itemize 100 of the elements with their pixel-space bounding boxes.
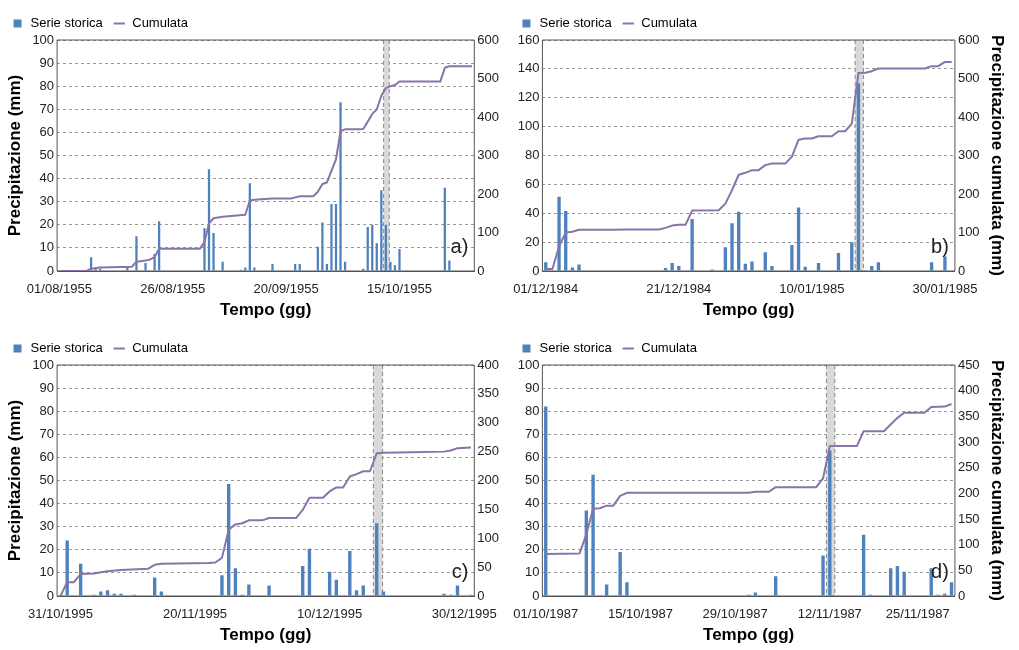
y-tick-label: 10	[524, 564, 540, 580]
legend-label: Serie storica	[30, 340, 104, 356]
bar	[870, 265, 874, 271]
y2-tick-label: 400	[957, 108, 980, 124]
y2-tick-label: 50	[477, 558, 492, 574]
x-tick-label: 30/12/1995	[431, 606, 497, 622]
bar	[99, 591, 103, 596]
bar	[557, 196, 561, 271]
x-tick-label: 15/10/1987	[607, 606, 673, 622]
annotation: d)	[931, 559, 949, 582]
bar	[943, 256, 947, 271]
y-tick-label: 80	[39, 402, 55, 418]
bar	[348, 550, 352, 596]
x-tick-label: 01/12/1984	[513, 281, 579, 297]
bar	[220, 575, 224, 596]
x-axis-title: Tempo (gg)	[220, 625, 312, 645]
bar	[105, 590, 110, 596]
x-tick-label: 30/01/1985	[912, 281, 978, 297]
bar	[816, 263, 821, 271]
bar	[267, 585, 271, 596]
y-tick-label: 40	[524, 495, 540, 511]
bar	[723, 247, 728, 271]
bar	[803, 266, 807, 271]
y-tick-label: 40	[524, 204, 540, 220]
y-tick-label: 80	[39, 77, 55, 93]
x-tick-label: 26/08/1955	[140, 281, 206, 297]
y-tick-label: 60	[524, 448, 540, 464]
bar	[144, 262, 147, 271]
y2-tick-label: 200	[957, 185, 980, 201]
y-tick-label: 100	[517, 356, 540, 372]
y2-axis-title: Precipitazione cumulata (mm)	[988, 360, 1008, 601]
y-tick-label: 0	[532, 587, 540, 603]
bar	[888, 568, 893, 596]
y-tick-label: 40	[39, 495, 55, 511]
y2-tick-label: 200	[957, 484, 980, 500]
y-tick-label: 30	[39, 193, 55, 209]
bar	[850, 242, 854, 271]
bar	[836, 252, 841, 271]
bar	[663, 268, 668, 271]
y-tick-label: 90	[39, 54, 55, 70]
x-tick-label: 10/01/1985	[779, 281, 845, 297]
bar	[381, 591, 386, 596]
y2-tick-label: 400	[477, 356, 500, 372]
y-tick-label: 0	[532, 262, 540, 278]
bar	[774, 576, 778, 596]
y-tick-label: 100	[32, 356, 55, 372]
bar	[375, 523, 379, 596]
bar	[677, 265, 681, 271]
bar	[730, 223, 734, 271]
bar	[743, 263, 748, 271]
bar	[343, 261, 347, 271]
y-tick-label: 30	[39, 518, 55, 534]
bar	[389, 261, 392, 271]
y-tick-label: 120	[517, 89, 540, 105]
bar	[398, 249, 401, 271]
bar	[570, 267, 575, 271]
y-tick-label: 20	[524, 541, 540, 557]
bar	[455, 585, 460, 596]
y-tick-label: 90	[39, 379, 55, 395]
legend-label: Serie storica	[30, 15, 104, 31]
bar	[690, 219, 694, 271]
y-tick-label: 100	[517, 118, 540, 134]
bar	[929, 262, 934, 271]
y2-tick-label: 300	[957, 147, 980, 163]
y2-tick-label: 100	[477, 529, 500, 545]
y-tick-label: 40	[39, 170, 55, 186]
bar	[339, 102, 342, 271]
y2-tick-label: 0	[957, 262, 966, 278]
bar	[271, 264, 274, 271]
x-tick-label: 12/11/1987	[797, 606, 862, 622]
y-tick-label: 50	[524, 472, 540, 488]
y-tick-label: 60	[524, 175, 540, 191]
y2-tick-label: 500	[477, 70, 500, 86]
annotation: c)	[451, 559, 469, 582]
y-tick-label: 10	[39, 564, 55, 580]
y-tick-label: 50	[39, 472, 55, 488]
y2-tick-label: 150	[477, 500, 500, 516]
y-tick-label: 50	[39, 147, 55, 163]
x-tick-label: 20/11/1995	[162, 606, 228, 622]
x-tick-label: 01/10/1987	[513, 606, 579, 622]
bar	[949, 582, 954, 596]
y-tick-label: 80	[524, 147, 540, 163]
y2-tick-label: 250	[477, 443, 500, 459]
y-tick-label: 70	[524, 425, 540, 441]
bar	[366, 227, 369, 271]
x-tick-label: 21/12/1984	[646, 281, 712, 297]
y2-tick-label: 400	[477, 108, 500, 124]
legend-label: Cumulata	[132, 15, 189, 31]
x-axis-title: Tempo (gg)	[703, 300, 795, 320]
annotation: b)	[931, 234, 949, 257]
x-tick-label: 31/10/1995	[27, 606, 93, 622]
bar	[354, 590, 359, 596]
bar	[821, 555, 825, 596]
y2-tick-label: 350	[477, 385, 500, 401]
annotation: a)	[450, 234, 469, 257]
legend-label: Cumulata	[641, 15, 698, 31]
x-axis-title: Tempo (gg)	[703, 625, 795, 645]
bar	[790, 245, 794, 271]
y2-tick-label: 600	[957, 31, 980, 47]
legend-label: Serie storica	[539, 15, 613, 31]
